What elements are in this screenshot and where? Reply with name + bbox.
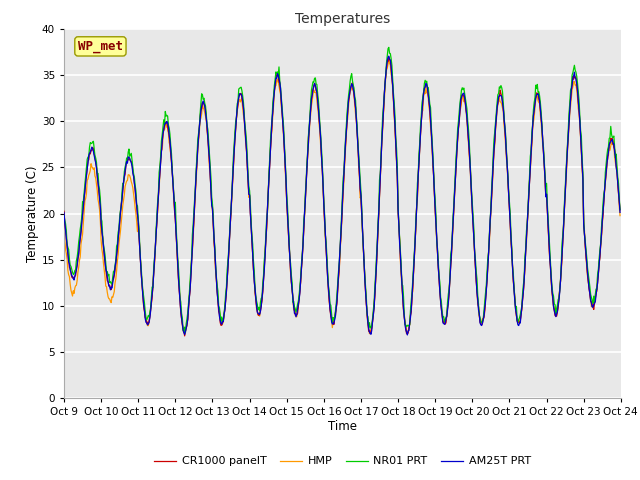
AM25T PRT [60, 210, 68, 216]
AM25T PRT [127, 160, 135, 166]
HMP [60, 230, 68, 236]
Title: Temperatures: Temperatures [295, 12, 390, 26]
HMP [70, 290, 78, 296]
HMP [213, 288, 221, 293]
Y-axis label: Temperature (C): Temperature (C) [26, 165, 39, 262]
CR1000 panelT [60, 208, 68, 214]
NR01 PRT [182, 330, 189, 336]
NR01 PRT [60, 213, 68, 218]
AM25T PRT [403, 332, 411, 338]
NR01 PRT [185, 301, 193, 307]
Line: AM25T PRT: AM25T PRT [64, 56, 620, 335]
Line: CR1000 panelT: CR1000 panelT [64, 58, 620, 336]
AM25T PRT [412, 239, 419, 245]
NR01 PRT [412, 236, 419, 242]
Text: WP_met: WP_met [78, 40, 123, 53]
NR01 PRT [127, 150, 135, 156]
CR1000 panelT [428, 129, 435, 135]
NR01 PRT [385, 45, 392, 50]
AM25T PRT [428, 130, 435, 135]
AM25T PRT [184, 316, 191, 322]
CR1000 panelT [70, 275, 78, 281]
AM25T PRT [213, 289, 221, 295]
AM25T PRT [385, 53, 392, 59]
Line: NR01 PRT: NR01 PRT [64, 48, 620, 333]
AM25T PRT [70, 277, 78, 283]
Line: HMP: HMP [64, 60, 620, 334]
NR01 PRT [214, 288, 221, 294]
NR01 PRT [70, 271, 78, 276]
HMP [412, 238, 419, 244]
CR1000 panelT [385, 55, 392, 60]
CR1000 panelT [412, 239, 419, 245]
HMP [127, 179, 135, 185]
HMP [385, 57, 392, 62]
CR1000 panelT [616, 207, 624, 213]
HMP [616, 213, 624, 218]
CR1000 panelT [127, 158, 135, 164]
HMP [428, 133, 435, 139]
NR01 PRT [616, 207, 624, 213]
Legend: CR1000 panelT, HMP, NR01 PRT, AM25T PRT: CR1000 panelT, HMP, NR01 PRT, AM25T PRT [150, 452, 535, 471]
CR1000 panelT [180, 333, 188, 339]
X-axis label: Time: Time [328, 420, 357, 433]
CR1000 panelT [185, 306, 193, 312]
HMP [365, 331, 373, 336]
NR01 PRT [428, 124, 435, 130]
AM25T PRT [616, 209, 624, 215]
HMP [184, 316, 191, 322]
CR1000 panelT [214, 298, 221, 303]
